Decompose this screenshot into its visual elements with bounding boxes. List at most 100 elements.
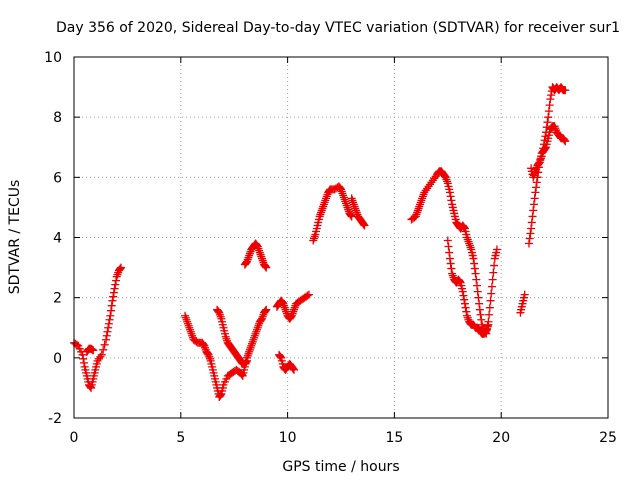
data-point <box>241 358 250 367</box>
data-point <box>344 205 353 214</box>
data-point <box>441 173 450 182</box>
data-point <box>79 354 88 363</box>
data-point <box>415 202 424 211</box>
data-point <box>256 316 265 325</box>
data-point <box>348 196 357 205</box>
y-tick-label: 10 <box>44 50 62 66</box>
data-point <box>359 219 368 228</box>
data-points <box>70 83 570 401</box>
data-point <box>243 356 252 365</box>
data-point <box>261 306 270 315</box>
data-point <box>492 245 501 254</box>
data-point <box>485 310 494 319</box>
data-point <box>257 254 266 263</box>
data-point <box>539 140 548 149</box>
data-point <box>466 243 475 252</box>
data-point <box>477 315 486 324</box>
data-point <box>280 303 289 312</box>
data-point <box>486 296 495 305</box>
data-point <box>411 212 420 221</box>
data-point <box>248 339 256 348</box>
data-point <box>546 95 555 104</box>
data-point <box>257 252 266 261</box>
data-point <box>448 269 457 278</box>
data-point <box>97 350 106 359</box>
data-point <box>443 236 452 245</box>
data-point <box>482 324 491 333</box>
data-point <box>93 356 102 365</box>
y-axis-label: SDTVAR / TECUs <box>7 180 23 295</box>
data-point <box>413 208 422 217</box>
data-point <box>250 333 259 342</box>
data-point <box>309 234 318 243</box>
data-point <box>484 320 493 329</box>
data-point <box>350 202 359 211</box>
x-axis-label: GPS time / hours <box>282 459 399 475</box>
data-point <box>416 198 425 207</box>
data-point <box>112 272 121 281</box>
data-point <box>248 337 257 346</box>
data-point <box>337 187 346 196</box>
x-tick-label: 25 <box>599 430 617 446</box>
data-point <box>349 198 358 207</box>
data-point <box>537 152 546 161</box>
data-point <box>252 327 261 336</box>
data-point <box>200 341 209 350</box>
y-tick-label: -2 <box>48 411 62 427</box>
y-tick-label: 0 <box>53 351 62 367</box>
data-point <box>188 331 197 340</box>
data-point <box>253 242 262 251</box>
data-point <box>424 182 433 191</box>
data-point <box>319 200 328 209</box>
data-point <box>461 303 470 312</box>
data-point <box>322 194 331 203</box>
data-point <box>99 345 108 354</box>
data-point <box>309 236 318 245</box>
data-point <box>204 350 213 359</box>
data-point <box>96 352 105 361</box>
data-point <box>216 312 225 321</box>
data-point <box>480 328 489 337</box>
data-point <box>288 309 297 318</box>
data-point <box>254 321 263 330</box>
data-point <box>543 118 552 127</box>
data-point <box>448 271 457 280</box>
data-point <box>255 246 264 255</box>
data-point <box>520 290 529 299</box>
data-point <box>258 256 267 265</box>
y-tick-label: 4 <box>53 231 62 247</box>
data-point <box>459 291 468 300</box>
data-point <box>254 244 263 253</box>
data-point <box>360 221 369 230</box>
data-point <box>303 291 312 300</box>
x-tick-label: 20 <box>492 430 510 446</box>
data-point <box>105 315 114 324</box>
data-point <box>253 323 262 332</box>
data-point <box>339 193 348 202</box>
data-point <box>94 354 103 363</box>
data-point <box>213 306 222 315</box>
data-point <box>280 301 289 310</box>
data-point <box>343 203 352 212</box>
data-point <box>116 264 125 273</box>
data-point <box>89 346 98 355</box>
data-point <box>463 233 472 242</box>
data-point <box>544 107 553 116</box>
data-point <box>527 218 536 227</box>
data-point <box>346 210 355 219</box>
data-point <box>476 310 485 319</box>
data-point <box>262 305 271 314</box>
data-point <box>281 305 290 314</box>
data-point <box>339 191 348 200</box>
data-point <box>482 326 491 335</box>
data-point <box>535 158 544 167</box>
data-point <box>304 290 313 299</box>
data-point <box>340 195 349 204</box>
data-point <box>485 303 494 312</box>
data-point <box>215 310 224 319</box>
data-point <box>290 303 299 312</box>
data-point <box>203 348 212 357</box>
data-point <box>540 136 549 145</box>
data-point <box>338 189 347 198</box>
data-point <box>282 307 291 316</box>
